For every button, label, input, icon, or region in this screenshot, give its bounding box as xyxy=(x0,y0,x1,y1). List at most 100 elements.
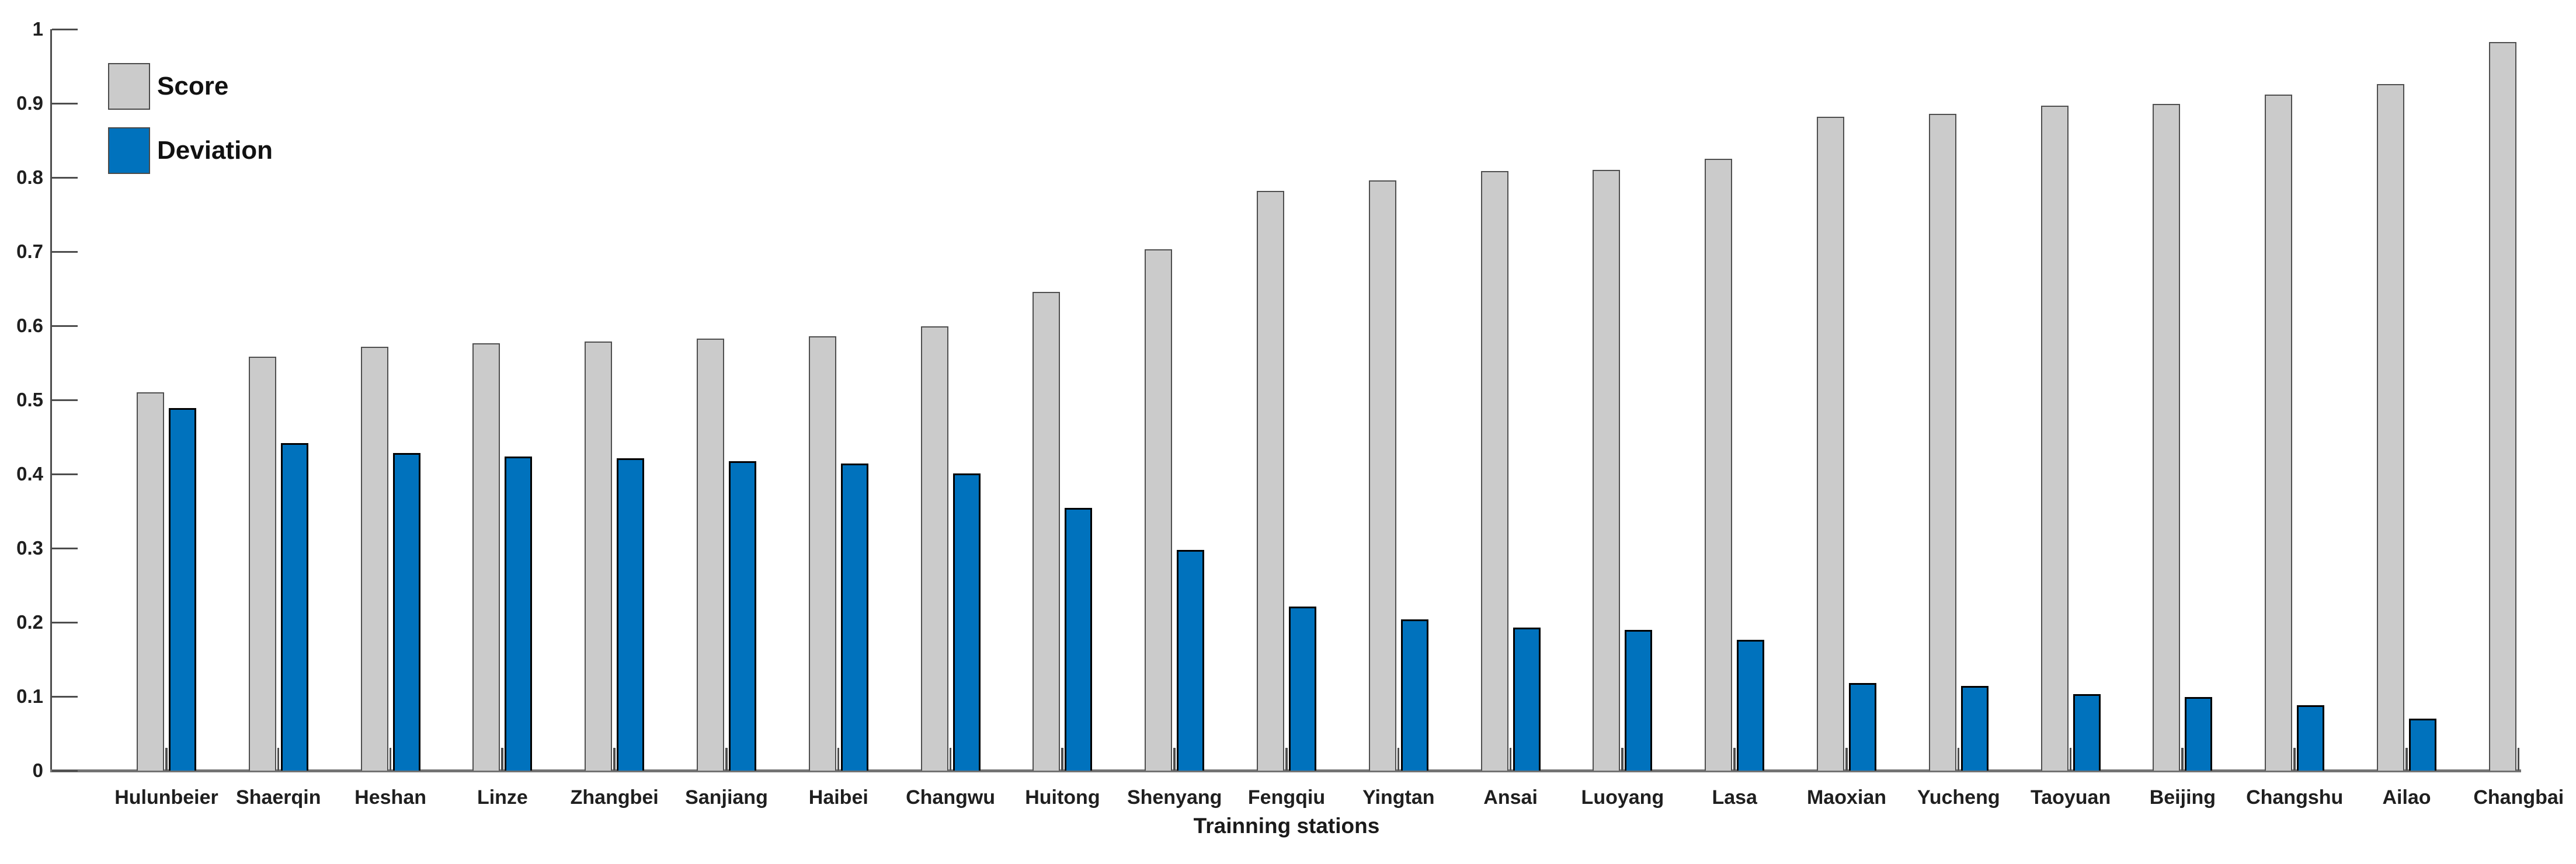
y-tick-label: 0.7 xyxy=(16,241,43,262)
x-axis-label: Taoyuan xyxy=(2030,786,2111,809)
y-tick-mark xyxy=(52,177,78,179)
legend-swatch-score-icon xyxy=(108,63,150,110)
gap-sliver-bar xyxy=(2405,748,2408,771)
deviation-bar xyxy=(280,443,308,771)
deviation-bar xyxy=(2073,694,2101,771)
deviation-bar xyxy=(617,458,645,771)
x-axis-label: Haibei xyxy=(808,786,868,809)
x-axis-label: Hulunbeier xyxy=(114,786,218,809)
gap-sliver-bar xyxy=(1173,748,1176,771)
gap-sliver-bar xyxy=(389,748,392,771)
deviation-bar xyxy=(1065,508,1093,771)
score-bar xyxy=(1257,191,1284,771)
y-tick-label: 1 xyxy=(32,18,43,40)
legend-swatch-deviation-icon xyxy=(108,127,150,174)
gap-sliver-bar xyxy=(1957,748,1960,771)
x-axis-label: Yingtan xyxy=(1362,786,1435,809)
gap-sliver-bar xyxy=(277,748,280,771)
score-bar xyxy=(1705,159,1733,771)
gap-sliver-bar xyxy=(1509,748,1512,771)
x-axis-label: Yucheng xyxy=(1917,786,2000,809)
score-bar xyxy=(920,326,948,771)
score-bar xyxy=(2265,95,2293,771)
y-tick-label: 0.4 xyxy=(16,463,43,485)
y-tick-label: 0.9 xyxy=(16,92,43,114)
deviation-bar xyxy=(1177,550,1205,771)
x-axis-label: Linze xyxy=(477,786,528,809)
score-bar xyxy=(1817,117,1844,771)
legend-label-score: Score xyxy=(157,72,229,100)
deviation-bar xyxy=(2297,705,2325,771)
x-axis-label: Ailao xyxy=(2382,786,2431,809)
gap-sliver-bar xyxy=(1733,748,1736,771)
y-tick-mark xyxy=(52,103,78,104)
y-tick-label: 0.1 xyxy=(16,685,43,707)
score-bar xyxy=(1033,292,1061,771)
legend-label-deviation: Deviation xyxy=(157,136,273,165)
score-bar xyxy=(1145,249,1173,771)
score-bar xyxy=(808,336,836,771)
deviation-bar xyxy=(1400,619,1428,771)
score-bar xyxy=(2488,42,2516,771)
gap-sliver-bar xyxy=(949,748,952,771)
y-axis-spine xyxy=(50,29,52,771)
x-axis-baseline xyxy=(50,769,2521,772)
score-bar xyxy=(248,357,276,771)
y-tick-mark xyxy=(52,473,78,475)
y-tick-label: 0.5 xyxy=(16,389,43,410)
y-tick-mark xyxy=(52,770,78,772)
y-tick-mark xyxy=(52,548,78,549)
y-tick-mark xyxy=(52,622,78,623)
y-tick-mark xyxy=(52,696,78,698)
y-tick-mark xyxy=(52,325,78,327)
x-axis-label: Fengqiu xyxy=(1247,786,1326,809)
x-axis-label: Shenyang xyxy=(1127,786,1222,809)
x-axis-label: Zhangbei xyxy=(570,786,659,809)
gap-sliver-bar xyxy=(613,748,616,771)
gap-sliver-bar xyxy=(2069,748,2072,771)
gap-sliver-bar xyxy=(1621,748,1624,771)
y-tick-mark xyxy=(52,29,78,30)
gap-sliver-bar xyxy=(165,748,168,771)
score-bar xyxy=(1368,180,1396,771)
deviation-bar xyxy=(1513,628,1541,771)
score-bar xyxy=(2040,106,2069,771)
deviation-bar xyxy=(1737,640,1765,771)
y-tick-label: 0.6 xyxy=(16,315,43,336)
x-axis-label: Lasa xyxy=(1712,786,1757,809)
score-bar xyxy=(2153,104,2181,771)
deviation-bar xyxy=(2185,697,2213,771)
deviation-bar xyxy=(1625,630,1653,771)
gap-sliver-bar xyxy=(1061,748,1063,771)
x-axis-title: Trainning stations xyxy=(1193,814,1380,838)
y-tick-label: 0 xyxy=(32,760,43,781)
plot-area xyxy=(51,29,2521,771)
gap-sliver-bar xyxy=(2181,748,2184,771)
x-axis-label: Changwu xyxy=(906,786,996,809)
deviation-bar xyxy=(952,473,981,771)
deviation-bar xyxy=(2409,719,2436,771)
score-bar xyxy=(137,392,164,771)
gap-sliver-bar xyxy=(1285,748,1288,771)
gap-sliver-bar xyxy=(501,748,503,771)
x-axis-label: Beijing xyxy=(2149,786,2216,809)
y-tick-mark xyxy=(52,399,78,401)
y-tick-label: 0.8 xyxy=(16,166,43,188)
score-bar xyxy=(585,342,613,771)
score-bar xyxy=(472,343,500,771)
deviation-bar xyxy=(505,457,533,771)
y-tick-mark xyxy=(52,251,78,253)
score-bar xyxy=(697,339,724,771)
score-bar xyxy=(1928,114,1956,771)
x-axis-label: Changshu xyxy=(2246,786,2344,809)
y-tick-label: 0.2 xyxy=(16,611,43,633)
score-bar xyxy=(360,347,388,771)
x-axis-label: Heshan xyxy=(354,786,426,809)
deviation-bar xyxy=(1849,683,1876,771)
gap-sliver-bar xyxy=(1397,748,1400,771)
x-axis-label: Huitong xyxy=(1025,786,1100,809)
deviation-bar xyxy=(1289,607,1316,771)
deviation-bar xyxy=(392,453,420,771)
deviation-bar xyxy=(1960,686,1989,771)
